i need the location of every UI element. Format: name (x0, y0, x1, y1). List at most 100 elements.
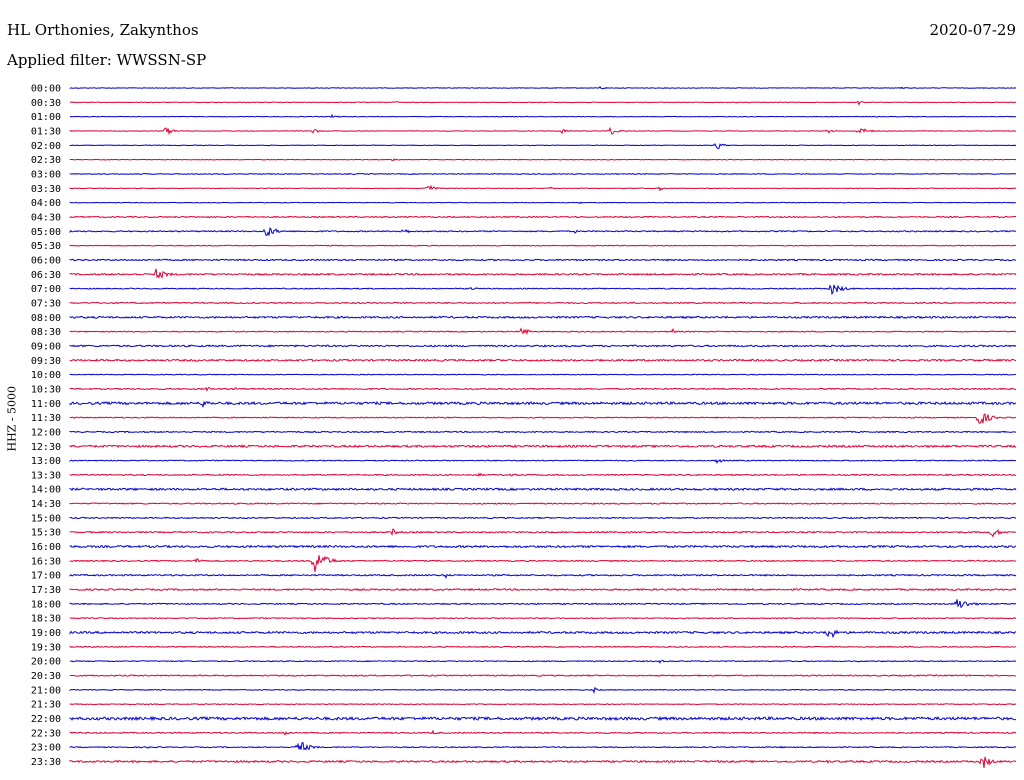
row-time-label: 21:00 (31, 685, 61, 696)
trace-line-1500 (69, 516, 1017, 520)
trace-line-2000 (69, 659, 1017, 664)
trace-line-1230 (69, 444, 1017, 449)
row-time-label: 15:30 (31, 528, 61, 539)
date-label: 2020-07-29 (929, 21, 1016, 39)
trace-line-0130 (69, 126, 1017, 136)
row-time-label: 05:30 (31, 241, 61, 252)
row-time-label: 23:00 (31, 743, 61, 754)
row-time-label: 20:30 (31, 671, 61, 682)
row-time-label: 22:00 (31, 714, 61, 725)
trace-line-0930 (69, 358, 1017, 363)
trace-line-1100 (69, 400, 1017, 408)
trace-line-1300 (69, 458, 1017, 464)
trace-line-1830 (69, 617, 1017, 620)
trace-line-1800 (69, 599, 1017, 609)
row-time-label: 06:30 (31, 270, 61, 281)
row-time-label: 08:30 (31, 327, 61, 338)
row-time-label: 04:30 (31, 212, 61, 223)
trace-line-1600 (69, 544, 1017, 549)
trace-line-1530 (69, 528, 1017, 538)
row-time-label: 17:00 (31, 571, 61, 582)
trace-line-2200 (69, 715, 1017, 722)
trace-line-0700 (69, 284, 1017, 296)
row-time-label: 15:00 (31, 513, 61, 524)
row-time-label: 03:00 (31, 169, 61, 180)
trace-line-0330 (69, 184, 1017, 192)
row-time-label: 16:30 (31, 556, 61, 567)
filter-label: Applied filter: WWSSN-SP (7, 51, 207, 69)
trace-line-1730 (69, 587, 1017, 592)
row-time-label: 02:00 (31, 141, 61, 152)
row-time-label: 00:00 (31, 84, 61, 95)
row-time-label: 01:00 (31, 112, 61, 123)
trace-line-0430 (69, 215, 1017, 219)
trace-line-2100 (69, 686, 1017, 695)
trace-line-0500 (69, 226, 1017, 236)
row-time-label: 01:30 (31, 126, 61, 137)
row-time-label: 11:30 (31, 413, 61, 424)
trace-line-0830 (69, 327, 1017, 336)
trace-line-0400 (69, 201, 1017, 205)
row-time-label: 16:00 (31, 542, 61, 553)
row-time-label: 22:30 (31, 728, 61, 739)
trace-line-0900 (69, 344, 1017, 348)
trace-line-0730 (69, 301, 1017, 305)
trace-line-1130 (69, 413, 1017, 424)
trace-line-1700 (69, 573, 1017, 580)
row-time-label: 06:00 (31, 255, 61, 266)
trace-line-2330 (69, 756, 1017, 768)
trace-line-1200 (69, 430, 1017, 434)
row-time-label: 17:30 (31, 585, 61, 596)
station-title: HL Orthonies, Zakynthos (7, 21, 199, 39)
row-time-label: 12:30 (31, 442, 61, 453)
tick-label-group: 00:00 00:30 01:00 01:30 02:00 02:30 03:00 03:30… (31, 84, 61, 769)
trace-line-2230 (69, 729, 1017, 736)
trace-line-1030 (69, 386, 1017, 392)
trace-line-1630 (69, 555, 1017, 572)
row-time-label: 14:00 (31, 485, 61, 496)
trace-line-0600 (69, 258, 1017, 262)
row-time-label: 13:30 (31, 470, 61, 481)
trace-line-1430 (69, 501, 1017, 505)
trace-line-0300 (69, 172, 1017, 175)
row-time-label: 10:30 (31, 384, 61, 395)
trace-line-0230 (69, 158, 1017, 162)
row-time-label: 13:00 (31, 456, 61, 467)
trace-line-2030 (69, 674, 1017, 677)
trace-line-0530 (69, 244, 1017, 247)
row-time-label: 20:00 (31, 657, 61, 668)
row-time-label: 18:30 (31, 614, 61, 625)
row-time-label: 07:30 (31, 298, 61, 309)
trace-line-0030 (69, 100, 1017, 106)
row-time-label: 09:00 (31, 341, 61, 352)
row-time-label: 19:30 (31, 642, 61, 653)
row-time-label: 09:30 (31, 356, 61, 367)
trace-line-1930 (69, 645, 1017, 649)
trace-line-1330 (69, 472, 1017, 478)
row-time-label: 18:00 (31, 599, 61, 610)
row-time-label: 05:00 (31, 227, 61, 238)
trace-line-2300 (69, 742, 1017, 751)
row-time-label: 11:00 (31, 399, 61, 410)
row-time-label: 04:00 (31, 198, 61, 209)
trace-line-0630 (69, 268, 1017, 279)
trace-line-1900 (69, 629, 1017, 639)
row-time-label: 02:30 (31, 155, 61, 166)
trace-line-1000 (69, 373, 1017, 376)
trace-line-0000 (69, 86, 1017, 90)
row-time-label: 21:30 (31, 700, 61, 711)
trace-line-1400 (69, 487, 1017, 492)
trace-group (69, 86, 1017, 768)
trace-line-0200 (69, 142, 1017, 150)
row-time-label: 19:00 (31, 628, 61, 639)
row-time-label: 03:30 (31, 184, 61, 195)
row-time-label: 12:00 (31, 427, 61, 438)
trace-line-0800 (69, 315, 1017, 320)
row-time-label: 23:30 (31, 757, 61, 768)
row-time-label: 00:30 (31, 98, 61, 109)
row-time-label: 08:00 (31, 313, 61, 324)
trace-line-0100 (69, 113, 1017, 118)
row-time-label: 14:30 (31, 499, 61, 510)
row-time-label: 07:00 (31, 284, 61, 295)
